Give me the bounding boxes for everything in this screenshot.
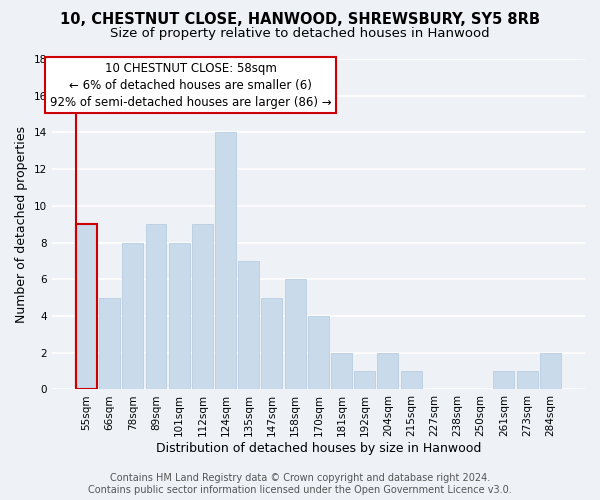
Bar [215, 132, 236, 390]
Text: Contains HM Land Registry data © Crown copyright and database right 2024.
Contai: Contains HM Land Registry data © Crown c… [88, 474, 512, 495]
Text: 10, CHESTNUT CLOSE, HANWOOD, SHREWSBURY, SY5 8RB: 10, CHESTNUT CLOSE, HANWOOD, SHREWSBURY,… [60, 12, 540, 28]
Y-axis label: Number of detached properties: Number of detached properties [15, 126, 28, 322]
Bar [122, 242, 143, 390]
X-axis label: Distribution of detached houses by size in Hanwood: Distribution of detached houses by size … [155, 442, 481, 455]
Bar [493, 371, 514, 390]
Bar [284, 280, 305, 390]
Text: Size of property relative to detached houses in Hanwood: Size of property relative to detached ho… [110, 28, 490, 40]
Bar [238, 261, 259, 390]
Bar [331, 352, 352, 390]
Bar [517, 371, 538, 390]
Bar [76, 224, 97, 390]
Bar [401, 371, 422, 390]
Bar [262, 298, 283, 390]
Bar [354, 371, 375, 390]
Bar [146, 224, 166, 390]
Bar [169, 242, 190, 390]
Bar [540, 352, 561, 390]
Bar [192, 224, 213, 390]
Text: 10 CHESTNUT CLOSE: 58sqm
← 6% of detached houses are smaller (6)
92% of semi-det: 10 CHESTNUT CLOSE: 58sqm ← 6% of detache… [50, 62, 332, 109]
Bar [99, 298, 120, 390]
Bar [377, 352, 398, 390]
Bar [308, 316, 329, 390]
